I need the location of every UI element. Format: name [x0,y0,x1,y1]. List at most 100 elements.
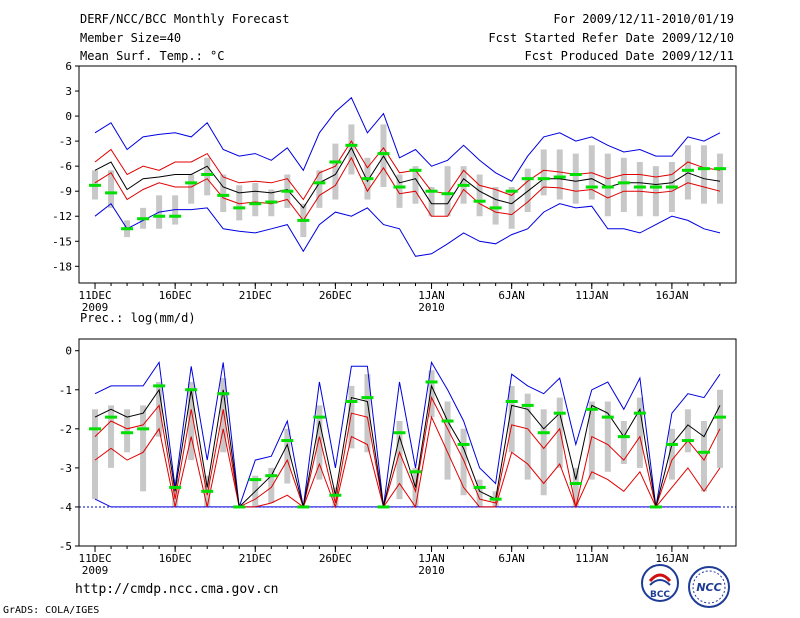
median-marker [329,160,342,164]
median-marker [713,167,726,171]
ensemble-mean-line [94,384,721,508]
median-marker [201,173,214,176]
spread-box [524,393,531,480]
y-tick-label: -1 [59,384,72,397]
spread-box [716,153,723,204]
y-tick-label: -18 [52,260,72,273]
spread-box [556,397,563,468]
spread-box [236,185,243,221]
median-marker [665,442,678,446]
spread-box [172,479,179,507]
x-tick-label: 16DEC [159,552,192,565]
ensemble-mean-line [94,146,721,209]
median-marker [105,415,118,419]
bcc-logo: BCC [641,564,679,602]
median-marker [665,185,678,189]
x-tick-label: 21DEC [239,289,272,302]
y-tick-label: -15 [52,235,72,248]
spread-box [636,161,643,217]
x-tick-label: 16JAN [655,552,688,565]
outer-lower-line [94,498,720,508]
spread-box [364,374,371,453]
spread-box [588,401,595,480]
spread-box [268,467,275,504]
median-marker [249,478,262,482]
median-marker [281,439,294,443]
x-year-label: 2010 [418,564,445,577]
spread-box [620,421,627,464]
x-tick-label: 26DEC [319,289,352,302]
median-marker [697,450,710,454]
median-marker [601,415,614,419]
x-year-label: 2009 [82,564,109,577]
x-tick-label: 1JAN [418,289,445,302]
median-marker [249,202,262,206]
y-tick-label: 6 [65,60,72,73]
spread-box [652,166,659,217]
median-marker [297,218,310,222]
spread-box [332,143,339,200]
median-marker [489,497,502,501]
median-marker [553,175,566,179]
y-tick-label: -2 [59,423,72,436]
median-marker [713,415,726,419]
median-marker [585,185,598,189]
spread-box [604,153,611,217]
median-marker [201,489,214,493]
spread-box [508,187,515,229]
spread-box [396,421,403,500]
spread-box [684,409,691,453]
median-marker [377,152,390,156]
spread-box [604,401,611,472]
spread-box [700,145,707,204]
spread-box [332,487,339,507]
spread-box [444,401,451,480]
median-marker [617,435,630,439]
median-marker [505,189,518,193]
median-marker [569,173,582,176]
spread-box [540,409,547,496]
source-url[interactable]: http://cmdp.ncc.cma.gov.cn [75,582,279,597]
precip-panel-title: Prec.: log(mm/d) [80,311,196,325]
spread-box [220,378,227,453]
median-marker [153,214,166,218]
median-marker [633,185,646,189]
median-marker [345,399,358,403]
spread-box [188,381,195,461]
spread-box [252,182,259,217]
inner-lower-line [94,415,721,509]
spread-box [572,153,579,204]
spread-box [140,405,147,492]
spread-box [668,428,675,480]
y-tick-label: 3 [65,85,72,98]
median-marker [361,396,374,400]
y-tick-label: -9 [59,185,72,198]
y-tick-label: -3 [59,462,72,475]
grads-credit: GrADS: COLA/IGES [3,605,100,616]
spread-box [348,124,355,175]
x-tick-label: 16DEC [159,289,192,302]
median-marker [169,214,182,218]
chart-title: DERF/NCC/BCC Monthly Forecast [80,12,290,26]
member-size: Member Size=40 [80,31,182,45]
median-marker [537,177,550,181]
median-marker [649,505,662,509]
spread-box [428,187,435,217]
median-marker [585,407,598,411]
median-marker [681,168,694,172]
median-marker [553,411,566,415]
outer-upper-line [94,360,721,508]
spread-box [204,157,211,196]
x-tick-label: 11DEC [78,552,111,565]
y-tick-label: -4 [59,501,73,514]
median-marker [505,399,518,403]
spread-box [476,174,483,217]
spread-box [460,428,467,496]
y-tick-label: -3 [59,135,72,148]
spread-box [428,370,435,418]
outer-upper-line [94,96,721,182]
x-tick-label: 16JAN [655,289,688,302]
x-year-label: 2009 [82,301,109,314]
y-tick-label: 0 [65,110,72,123]
spread-box [444,166,451,217]
